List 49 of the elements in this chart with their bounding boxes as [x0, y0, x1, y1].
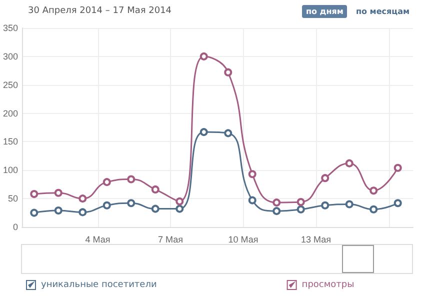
point	[30, 208, 38, 217]
y-tick-label: 250	[2, 80, 18, 90]
point	[127, 199, 136, 208]
x-tick-label: 13 Мая	[301, 234, 332, 244]
point	[151, 185, 160, 194]
point	[176, 197, 184, 206]
point	[394, 199, 402, 208]
text: по дням	[302, 5, 348, 18]
point	[321, 174, 330, 182]
point	[200, 128, 208, 136]
x-tick-label: 4 Мая	[85, 234, 110, 244]
y-tick-label: 100	[2, 165, 18, 176]
y-tick-label: 200	[2, 108, 18, 118]
point	[102, 178, 111, 186]
x-tick-label: 10 Мая	[228, 234, 258, 244]
point	[224, 68, 232, 76]
point	[394, 164, 402, 172]
x-tick-label: 7 Мая	[158, 234, 184, 244]
point	[200, 52, 208, 60]
point	[224, 129, 232, 138]
point	[176, 204, 184, 213]
point	[30, 190, 38, 198]
point	[102, 201, 111, 210]
point	[370, 205, 378, 214]
point	[248, 196, 256, 204]
point	[345, 200, 354, 208]
y-tick-label: 50	[8, 194, 18, 204]
chart-title: 30 Апреля 2014 – 17 Мая 2014	[28, 6, 172, 16]
point	[127, 175, 136, 184]
point	[248, 170, 256, 178]
y-tick-label: 350	[2, 23, 18, 33]
y-tick-label: 300	[2, 51, 18, 62]
legend-label: уникальные посетители	[41, 280, 157, 290]
point	[272, 198, 281, 207]
point	[272, 207, 281, 216]
point	[345, 159, 354, 168]
point	[296, 198, 305, 206]
point	[54, 206, 62, 215]
point	[370, 186, 378, 195]
point	[321, 201, 330, 210]
legend-label: просмотры	[302, 280, 354, 290]
y-tick-label: 0	[13, 222, 18, 232]
point	[78, 208, 87, 216]
point	[296, 205, 305, 214]
point	[54, 188, 62, 197]
point	[78, 194, 87, 203]
text: по месяцам	[355, 6, 411, 18]
y-tick-label: 150	[2, 136, 18, 147]
point	[151, 204, 160, 213]
